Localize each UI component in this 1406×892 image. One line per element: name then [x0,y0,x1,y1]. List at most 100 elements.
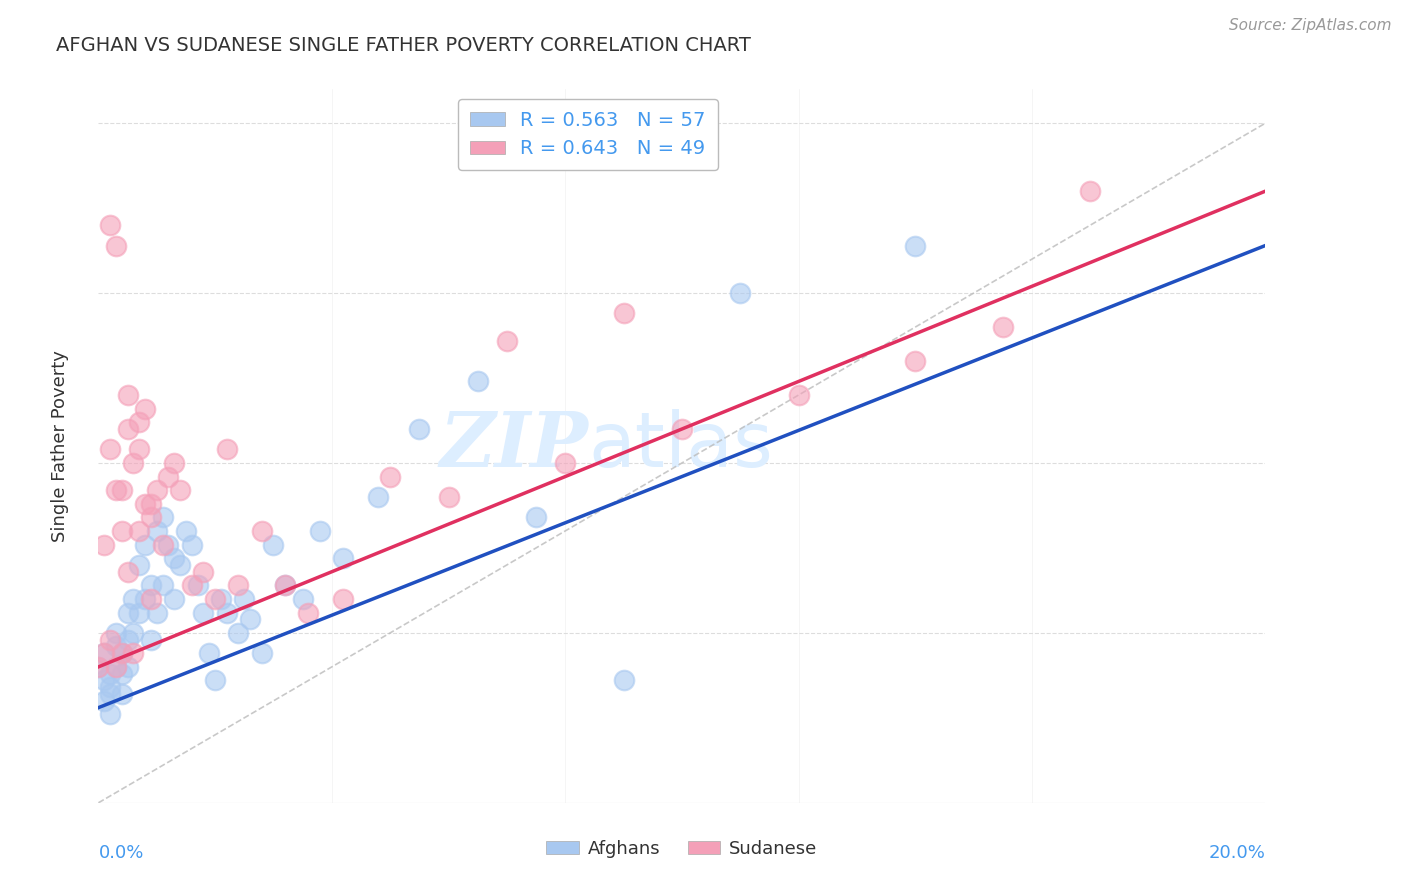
Point [163,591,186,606]
Point [157,469,180,483]
Point [87,660,110,674]
Point [309,524,332,538]
Point [332,591,354,606]
Point [262,537,284,551]
Point [98,707,121,722]
Point [139,578,162,592]
Point [111,687,134,701]
Point [139,632,162,647]
Point [152,510,174,524]
Point [904,238,927,252]
Point [991,320,1014,334]
Point [146,606,169,620]
Text: ZIP: ZIP [440,409,589,483]
Point [98,687,121,701]
Point [111,646,134,660]
Point [117,660,139,674]
Point [904,354,927,368]
Point [378,469,402,483]
Point [134,537,156,551]
Point [163,551,186,566]
Point [93,646,115,660]
Point [169,483,191,498]
Point [174,524,197,538]
Point [128,415,150,429]
Point [128,558,150,572]
Point [117,606,139,620]
Point [117,565,139,579]
Point [787,388,810,402]
Point [117,388,139,402]
Point [274,578,297,592]
Point [134,497,156,511]
Point [233,591,256,606]
Point [139,497,162,511]
Point [122,456,145,470]
Point [117,422,139,436]
Text: Source: ZipAtlas.com: Source: ZipAtlas.com [1229,18,1392,33]
Point [128,524,150,538]
Point [134,401,156,416]
Point [180,537,202,551]
Point [467,375,489,389]
Point [250,646,273,660]
Point [111,524,134,538]
Point [204,673,226,688]
Point [93,537,115,551]
Point [239,612,262,626]
Point [250,524,273,538]
Point [139,510,162,524]
Point [228,626,250,640]
Point [209,591,232,606]
Point [193,565,215,579]
Point [180,578,202,592]
Point [128,606,150,620]
Point [111,666,134,681]
Point [122,591,145,606]
Point [128,442,150,457]
Text: AFGHAN VS SUDANESE SINGLE FATHER POVERTY CORRELATION CHART: AFGHAN VS SUDANESE SINGLE FATHER POVERTY… [56,36,751,54]
Point [367,490,389,504]
Text: 20.0%: 20.0% [1209,844,1265,862]
Point [111,646,134,660]
Point [274,578,297,592]
Text: atlas: atlas [589,409,773,483]
Text: Single Father Poverty: Single Father Poverty [51,350,69,542]
Point [297,606,319,620]
Point [87,660,110,674]
Point [612,673,634,688]
Point [198,646,221,660]
Point [111,483,134,498]
Point [163,456,186,470]
Point [554,456,576,470]
Point [612,306,634,320]
Point [104,660,127,674]
Point [157,537,180,551]
Point [332,551,354,566]
Point [291,591,314,606]
Point [104,483,127,498]
Point [104,626,127,640]
Point [215,442,238,457]
Point [495,334,517,348]
Point [215,606,238,620]
Point [193,606,215,620]
Point [117,632,139,647]
Point [139,591,162,606]
Point [98,218,121,232]
Point [524,510,547,524]
Point [169,558,191,572]
Point [146,524,169,538]
Point [98,442,121,457]
Legend: Afghans, Sudanese: Afghans, Sudanese [538,833,825,865]
Point [122,626,145,640]
Point [1080,184,1102,198]
Point [437,490,460,504]
Point [104,640,127,654]
Point [93,646,115,660]
Point [122,646,145,660]
Point [93,694,115,708]
Point [104,660,127,674]
Point [98,680,121,694]
Point [152,537,174,551]
